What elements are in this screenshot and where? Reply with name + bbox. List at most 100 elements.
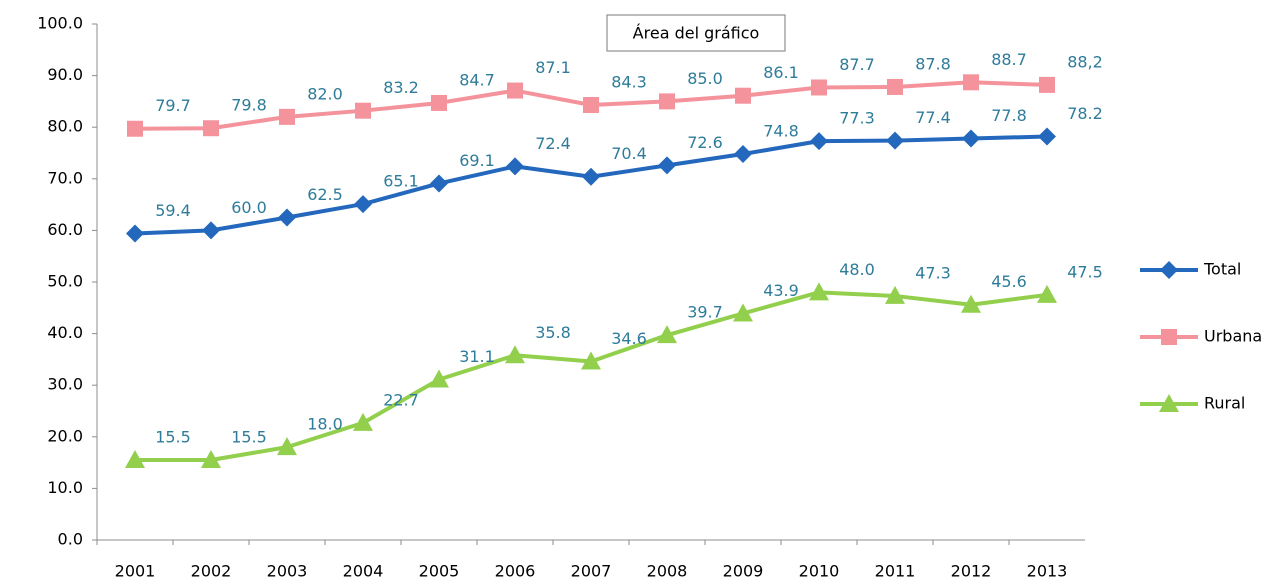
x-tick-label: 2003 (267, 562, 308, 581)
data-point (581, 351, 601, 370)
data-label: 87.1 (535, 58, 571, 77)
y-tick-label: 90.0 (47, 65, 83, 84)
data-label: 60.0 (231, 198, 267, 217)
data-label: 47.3 (915, 263, 951, 282)
data-label: 79.8 (231, 96, 267, 115)
data-label: 84.3 (611, 73, 647, 92)
data-point (583, 97, 599, 114)
y-tick-label: 80.0 (47, 117, 83, 136)
data-label: 78.2 (1067, 104, 1103, 123)
data-point (126, 224, 144, 243)
data-point (431, 94, 447, 111)
data-point (811, 79, 827, 96)
x-tick-label: 2012 (951, 562, 992, 581)
legend-label: Rural (1204, 394, 1245, 413)
data-point (278, 208, 296, 227)
data-label: 43.9 (763, 281, 799, 300)
tooltip-text: Área del gráfico (633, 24, 760, 43)
x-tick-label: 2010 (799, 562, 840, 581)
x-tick-label: 2011 (875, 562, 916, 581)
data-point (507, 82, 523, 99)
data-label: 22.7 (383, 390, 419, 409)
data-label: 15.5 (231, 428, 267, 447)
data-label: 87.8 (915, 54, 951, 73)
data-point (734, 145, 752, 164)
data-point (354, 195, 372, 214)
data-point (203, 120, 219, 137)
data-label: 31.1 (459, 347, 495, 366)
y-tick-label: 30.0 (47, 375, 83, 394)
data-label: 74.8 (763, 122, 799, 141)
data-point (961, 294, 981, 313)
tooltip-box (606, 14, 786, 52)
data-label: 77.8 (991, 106, 1027, 125)
x-tick-label: 2002 (191, 562, 232, 581)
data-label: 72.6 (687, 133, 723, 152)
tooltip: Área del gráfico (606, 14, 786, 52)
data-point (657, 325, 677, 344)
data-label: 15.5 (155, 428, 191, 447)
data-point (506, 157, 524, 176)
data-label: 85.0 (687, 69, 723, 88)
data-point (1038, 127, 1056, 146)
y-tick-label: 40.0 (47, 323, 83, 342)
legend-label: Total (1203, 260, 1241, 279)
data-point (735, 87, 751, 104)
x-tick-label: 2004 (343, 562, 384, 581)
data-point (429, 369, 449, 388)
x-tick-label: 2013 (1027, 562, 1068, 581)
data-point (809, 282, 829, 301)
y-tick-label: 100.0 (37, 14, 83, 33)
data-label: 48.0 (839, 260, 875, 279)
data-point (963, 74, 979, 91)
data-point (810, 132, 828, 151)
data-point (505, 345, 525, 364)
data-point (1037, 284, 1057, 303)
legend-marker (1160, 261, 1178, 279)
data-label: 88,2 (1067, 52, 1103, 71)
data-label: 88.7 (991, 50, 1027, 69)
data-label: 62.5 (307, 185, 343, 204)
data-point (733, 303, 753, 322)
x-tick-label: 2005 (419, 562, 460, 581)
legend-label: Urbana (1204, 327, 1262, 346)
legend-marker (1159, 394, 1179, 412)
y-tick-label: 60.0 (47, 220, 83, 239)
data-label: 87.7 (839, 55, 875, 74)
data-label: 45.6 (991, 272, 1027, 291)
data-label: 70.4 (611, 144, 647, 163)
data-point (201, 450, 221, 469)
data-point (202, 221, 220, 240)
x-tick-label: 2006 (495, 562, 536, 581)
data-point (886, 131, 904, 150)
y-tick-label: 70.0 (47, 168, 83, 187)
x-tick-label: 2001 (115, 562, 156, 581)
data-point (1039, 76, 1055, 93)
data-point (887, 78, 903, 95)
data-point (659, 93, 675, 110)
data-point (279, 108, 295, 125)
data-label: 35.8 (535, 323, 571, 342)
data-label: 77.4 (915, 108, 951, 127)
series-line (135, 290, 1048, 463)
data-point (355, 102, 371, 119)
y-tick-label: 10.0 (47, 478, 83, 497)
data-point (582, 167, 600, 186)
data-label: 79.7 (155, 96, 191, 115)
data-label: 86.1 (763, 63, 799, 82)
data-point (885, 285, 905, 304)
x-tick-label: 2007 (571, 562, 612, 581)
data-label: 82.0 (307, 84, 343, 103)
data-label: 59.4 (155, 201, 191, 220)
data-label: 34.6 (611, 329, 647, 348)
data-point (127, 120, 143, 137)
data-label: 77.3 (839, 109, 875, 128)
data-label: 84.7 (459, 70, 495, 89)
data-label: 65.1 (383, 172, 419, 191)
data-label: 39.7 (687, 303, 723, 322)
data-point (430, 174, 448, 193)
data-point (125, 450, 145, 469)
y-tick-label: 20.0 (47, 426, 83, 445)
y-tick-label: 50.0 (47, 272, 83, 291)
